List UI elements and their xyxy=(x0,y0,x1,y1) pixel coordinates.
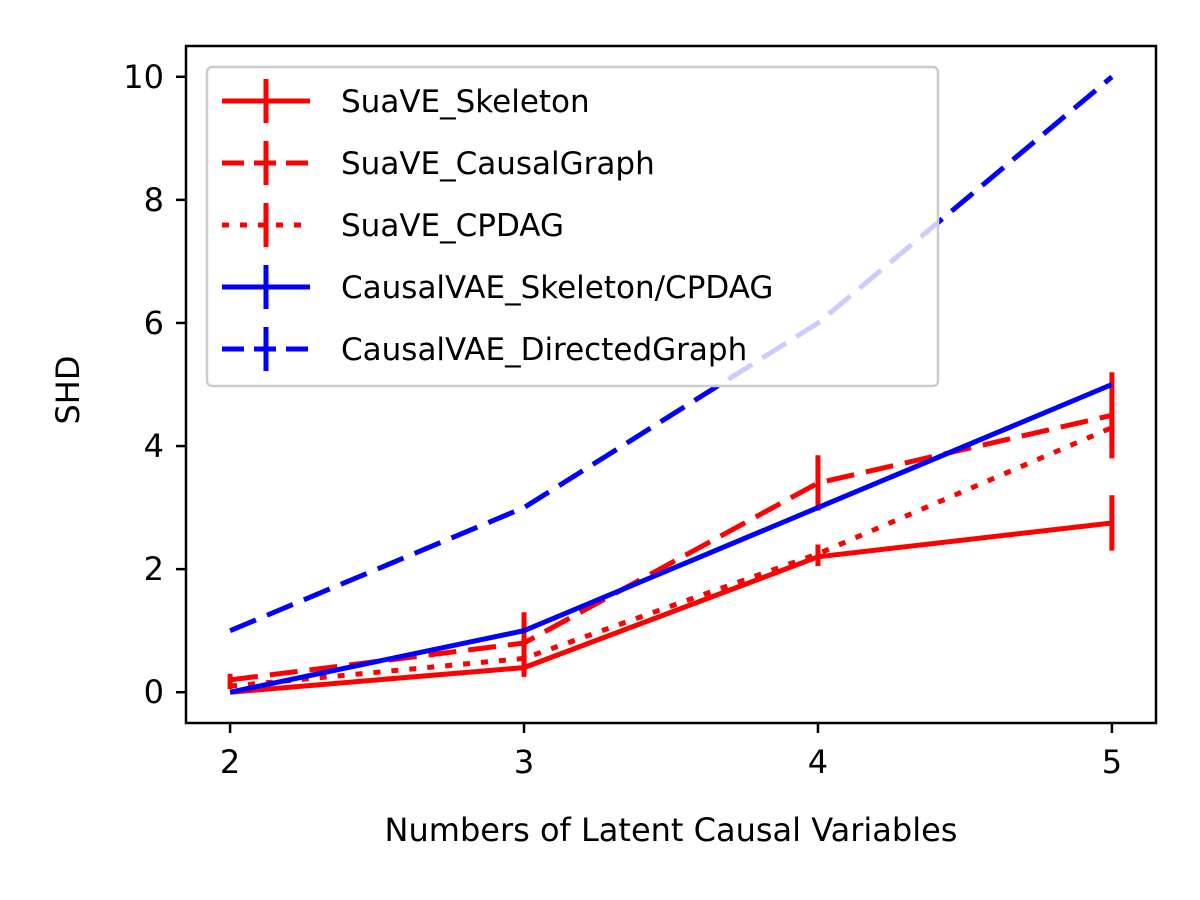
legend-label: SuaVE_CPDAG xyxy=(341,208,564,244)
x-axis-label: Numbers of Latent Causal Variables xyxy=(385,811,958,849)
legend-label: SuaVE_CausalGraph xyxy=(341,146,655,182)
y-tick-label: 2 xyxy=(144,550,164,588)
y-tick-label: 8 xyxy=(144,181,164,219)
legend-item: CausalVAE_DirectedGraph xyxy=(222,327,747,371)
series-line xyxy=(229,382,1113,695)
series-line xyxy=(229,520,1113,695)
series-causalvae-directedgraph xyxy=(229,74,1114,634)
x-tick-label: 2 xyxy=(220,743,240,781)
series-line xyxy=(229,425,1113,689)
y-tick-label: 0 xyxy=(144,673,164,711)
y-tick-label: 6 xyxy=(144,304,164,342)
legend-item: SuaVE_CausalGraph xyxy=(222,141,655,185)
y-tick-label: 10 xyxy=(123,58,164,96)
legend-label: SuaVE_Skeleton xyxy=(341,84,590,120)
legend-box xyxy=(205,65,940,388)
y-axis-label: SHD xyxy=(49,355,87,424)
plot-frame xyxy=(184,44,1158,725)
series-line xyxy=(229,412,1113,683)
legend: SuaVE_Skeleton SuaVE_CausalGraph SuaVE_CPD… xyxy=(205,65,940,388)
legend-label: CausalVAE_Skeleton/CPDAG xyxy=(341,270,773,306)
legend-label: CausalVAE_DirectedGraph xyxy=(341,332,747,368)
x-tick-label: 5 xyxy=(1102,743,1122,781)
series-causalvae-skeleton-cpdag xyxy=(229,382,1113,695)
legend-item: SuaVE_Skeleton xyxy=(222,79,590,123)
axis-layer: 2 3 4 5 0 2 4 6 8 10 xyxy=(123,58,1122,781)
y-tick-label: 4 xyxy=(144,427,164,465)
legend-item: SuaVE_CPDAG xyxy=(222,203,564,247)
x-tick-label: 3 xyxy=(514,743,534,781)
series-line xyxy=(229,74,1114,634)
series-layer xyxy=(227,74,1115,695)
x-tick-label: 4 xyxy=(808,743,828,781)
legend-item: CausalVAE_Skeleton/CPDAG xyxy=(222,265,773,309)
series-suave-cpdag xyxy=(227,409,1115,690)
